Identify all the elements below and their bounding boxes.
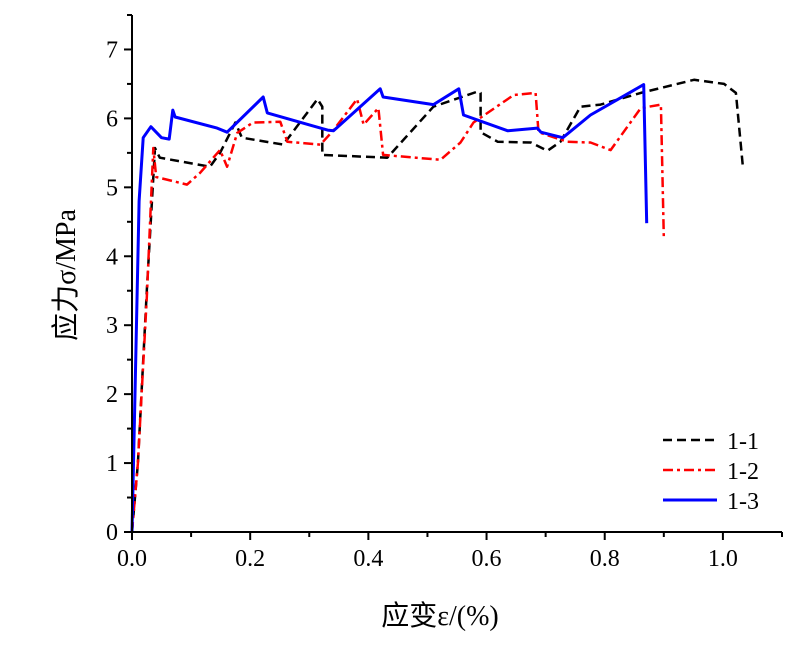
- y-tick-label: 1: [106, 451, 118, 477]
- y-tick-label: 4: [106, 244, 118, 270]
- series-line-1-3: [130, 83, 649, 533]
- x-tick-label: 1.0: [708, 546, 738, 572]
- y-tick-label: 7: [106, 37, 118, 63]
- x-tick-label: 0.2: [235, 546, 265, 572]
- y-axis-label: 应力σ/MPa: [50, 209, 82, 341]
- axes: 0.0 0.2 0.4 0.6 0.8 1.0 0 1 2 3 4 5 6 7: [106, 14, 783, 572]
- x-axis-label: 应变ε/(%): [381, 600, 499, 632]
- y-tick-label: 6: [106, 106, 118, 132]
- y-tick-label: 3: [106, 313, 118, 339]
- x-tick-label: 0.8: [590, 546, 620, 572]
- legend-label: 1-3: [727, 489, 759, 515]
- legend-label: 1-1: [727, 429, 759, 455]
- y-tick-label: 2: [106, 382, 118, 408]
- x-tick-label: 0.0: [117, 546, 147, 572]
- series-line-1-2: [130, 91, 666, 533]
- y-tick-label: 0: [106, 520, 118, 546]
- x-tick-label: 0.4: [353, 546, 383, 572]
- series-line-1-1: [130, 78, 745, 533]
- plot-area: [130, 78, 745, 533]
- legend-label: 1-2: [727, 459, 759, 485]
- x-tick-label: 0.6: [472, 546, 502, 572]
- y-tick-label: 5: [106, 175, 118, 201]
- legend: 1-1 1-2 1-3: [663, 429, 759, 515]
